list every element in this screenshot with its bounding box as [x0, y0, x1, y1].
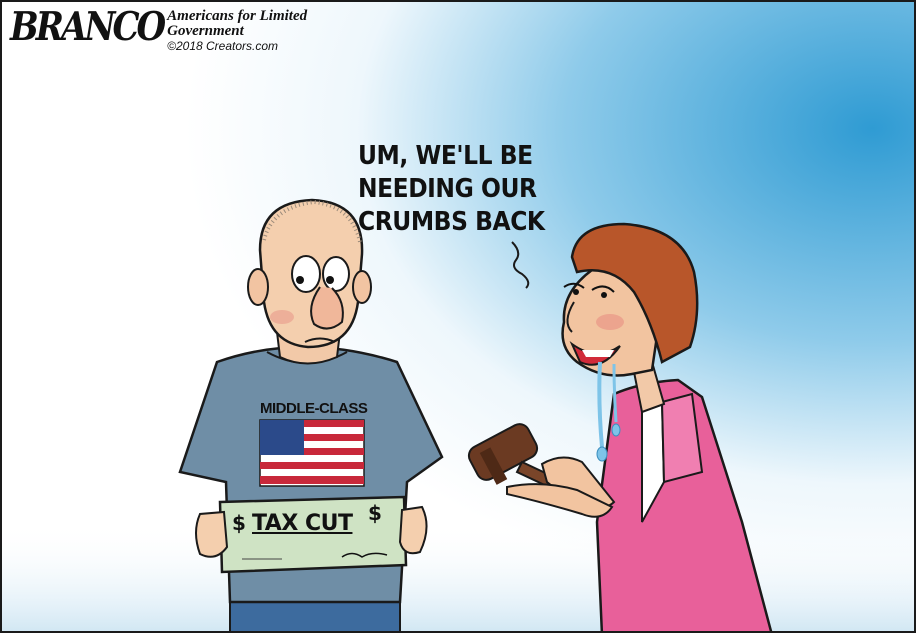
- woman-with-gavel: [467, 222, 773, 631]
- speech-bubble: UM, WE'LL BE NEEDING OUR CRUMBS BACK: [358, 140, 598, 239]
- speech-tail: [511, 241, 530, 289]
- credit-block: Americans for Limited Government ©2018 C…: [167, 8, 308, 53]
- organization-line-2: Government: [167, 23, 244, 39]
- organization-line-1: Americans for Limited: [167, 8, 308, 24]
- copyright-text: ©2018 Creators.com: [167, 39, 279, 53]
- cartoonist-credit: BRANCO Americans for Limited Government …: [10, 8, 307, 52]
- shirt-text: MIDDLE-CLASS: [260, 400, 368, 417]
- american-flag-icon: [259, 419, 365, 487]
- speech-line-1: UM, WE'LL BE: [358, 141, 533, 171]
- speech-line-3: CRUMBS BACK: [358, 207, 545, 237]
- woman-jacket: [595, 378, 773, 631]
- speech-line-2: NEEDING OUR: [358, 174, 537, 204]
- middle-class-man: $ $: [178, 198, 444, 631]
- dollar-sign-icon: $: [368, 501, 382, 525]
- dollar-sign-icon: $: [232, 511, 246, 535]
- woman-hair: [570, 222, 699, 364]
- check-text: TAX CUT: [252, 511, 353, 536]
- cartoonist-signature: BRANCO: [10, 4, 166, 51]
